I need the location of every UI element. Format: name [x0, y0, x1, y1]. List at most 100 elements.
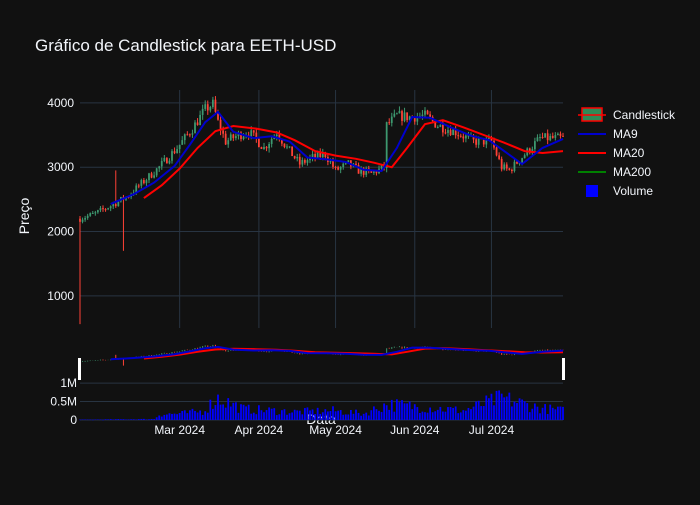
- chart-title: Gráfico de Candlestick para EETH-USD: [35, 36, 336, 55]
- candle-body: [89, 213, 92, 216]
- volume-bar: [137, 419, 140, 420]
- volume-bar: [219, 404, 222, 420]
- legend-item: MA200: [578, 165, 651, 179]
- volume-bar: [201, 414, 204, 420]
- candle-body: [513, 161, 516, 172]
- volume-bar: [79, 419, 81, 421]
- candle-body: [250, 130, 253, 137]
- range-handle-left[interactable]: [78, 358, 81, 380]
- range-handle-right[interactable]: [562, 358, 565, 380]
- range-slider-panel[interactable]: [78, 344, 565, 380]
- volume-bar: [413, 404, 416, 420]
- x-tick-label: May 2024: [309, 423, 362, 437]
- candle-body: [398, 111, 401, 114]
- candle-body: [94, 212, 97, 214]
- candle-body: [439, 124, 442, 127]
- volume-bar: [485, 395, 488, 420]
- candle-body: [531, 149, 534, 153]
- volume-bar: [365, 412, 368, 420]
- candle-body: [459, 135, 462, 137]
- candle-body: [206, 104, 209, 111]
- candle-body: [286, 146, 288, 148]
- volume-bar: [510, 406, 513, 420]
- ma20-line: [143, 119, 564, 199]
- range-candles-layer: [79, 344, 564, 376]
- candle-body: [393, 113, 396, 117]
- candle-body: [357, 164, 360, 174]
- candle-body: [288, 146, 291, 148]
- volume-bar: [265, 410, 268, 420]
- volume-bar: [286, 414, 288, 420]
- volume-bar: [431, 412, 434, 420]
- volume-bar: [280, 410, 283, 420]
- volume-bar: [171, 413, 173, 420]
- volume-bar: [237, 412, 240, 420]
- candle-body: [109, 206, 112, 209]
- candle-body: [319, 151, 322, 158]
- volume-bar: [508, 392, 511, 420]
- candle-body: [500, 158, 503, 170]
- volume-bar: [324, 409, 327, 420]
- candle-body: [171, 151, 173, 161]
- candle-body: [240, 132, 242, 140]
- candle-body: [257, 138, 260, 148]
- volume-bar: [533, 403, 536, 420]
- volume-bar: [298, 410, 301, 420]
- candle-body: [160, 161, 163, 167]
- candle-body: [413, 117, 416, 122]
- volume-bar: [234, 402, 237, 420]
- volume-bar: [498, 390, 501, 420]
- volume-bar: [268, 407, 271, 420]
- candle-body: [390, 116, 393, 123]
- candle-body: [242, 136, 245, 140]
- candle-body: [196, 122, 199, 126]
- volume-bar: [337, 410, 340, 420]
- candle-body: [268, 143, 271, 149]
- volume-bar: [245, 406, 248, 420]
- volume-bar: [549, 404, 552, 420]
- volume-bar: [447, 407, 449, 420]
- volume-bar: [270, 408, 273, 420]
- legend-label: Volume: [613, 184, 653, 198]
- candle-body: [337, 167, 340, 170]
- candle-body: [102, 208, 104, 210]
- volume-bar: [467, 407, 470, 420]
- volume-bar: [191, 408, 194, 420]
- candle-body: [462, 136, 465, 139]
- volume-bar: [168, 413, 171, 420]
- volume-bar: [158, 415, 161, 420]
- volume-bar: [546, 414, 549, 420]
- candle-body: [546, 133, 549, 141]
- volume-tick-label: 0: [70, 413, 77, 427]
- candle-body: [544, 133, 547, 138]
- volume-bar: [125, 419, 127, 420]
- volume-bar: [326, 411, 329, 420]
- candle-body: [426, 110, 429, 115]
- volume-bar: [434, 411, 437, 420]
- candle-body: [224, 133, 227, 145]
- candle-body: [372, 171, 375, 173]
- volume-bar: [309, 410, 311, 420]
- volume-bar: [188, 410, 191, 420]
- volume-bar: [541, 407, 544, 420]
- volume-bar: [135, 419, 138, 421]
- volume-bar: [401, 400, 403, 420]
- price-tick-label: 4000: [47, 96, 74, 110]
- candle-body: [293, 156, 296, 159]
- volume-bar: [252, 412, 255, 420]
- volume-bar: [349, 410, 352, 420]
- volume-bar: [518, 398, 521, 420]
- volume-bar: [536, 406, 539, 420]
- volume-bar: [378, 410, 380, 420]
- candle-body: [521, 158, 524, 163]
- candle-body: [234, 136, 237, 139]
- candle-body: [155, 168, 158, 176]
- volume-bar: [454, 406, 457, 420]
- candle-body: [541, 137, 544, 139]
- candle-body: [150, 173, 153, 178]
- volume-bar: [306, 407, 309, 420]
- candle-body: [199, 114, 202, 126]
- candle-body: [324, 152, 327, 158]
- candle-body: [487, 137, 490, 139]
- volume-bar: [153, 419, 156, 420]
